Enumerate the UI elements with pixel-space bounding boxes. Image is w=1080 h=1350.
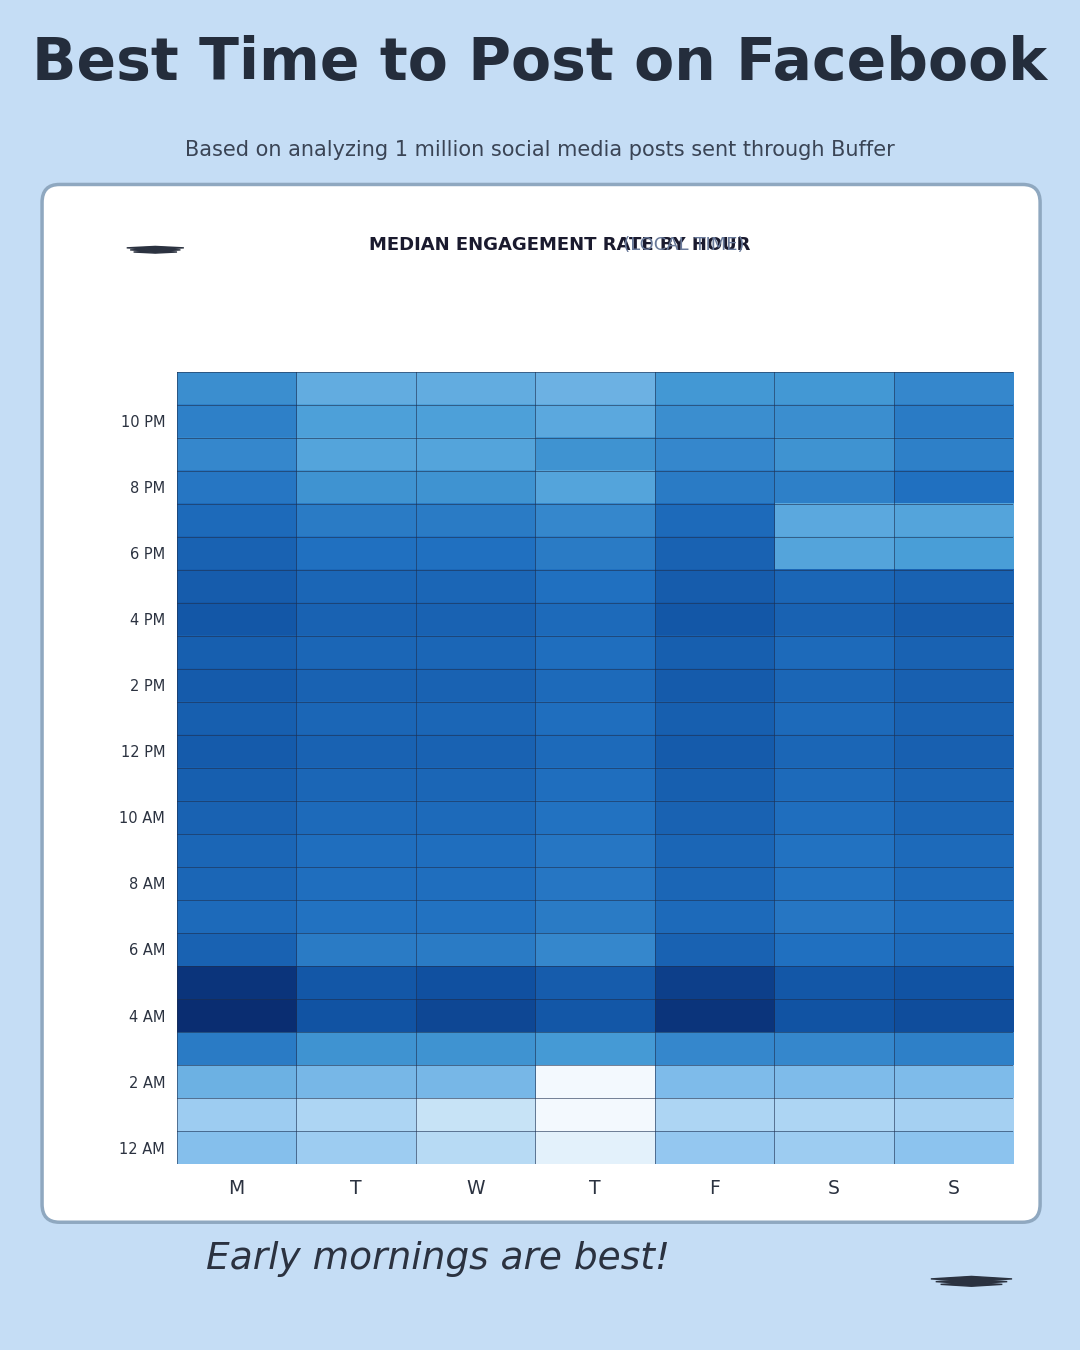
Text: (LOCAL TIME): (LOCAL TIME) bbox=[376, 236, 744, 254]
Polygon shape bbox=[941, 1282, 1002, 1287]
Text: Early mornings are best!: Early mornings are best! bbox=[206, 1241, 671, 1277]
Polygon shape bbox=[931, 1276, 1012, 1281]
FancyBboxPatch shape bbox=[42, 185, 1040, 1222]
Text: MEDIAN ENGAGEMENT RATE BY HOUR: MEDIAN ENGAGEMENT RATE BY HOUR bbox=[369, 236, 751, 254]
Polygon shape bbox=[935, 1280, 1008, 1284]
Text: Based on analyzing 1 million social media posts sent through Buffer: Based on analyzing 1 million social medi… bbox=[185, 139, 895, 159]
Text: Best Time to Post on Facebook: Best Time to Post on Facebook bbox=[32, 35, 1048, 92]
Polygon shape bbox=[131, 248, 180, 251]
Polygon shape bbox=[126, 247, 184, 250]
Polygon shape bbox=[134, 251, 177, 252]
